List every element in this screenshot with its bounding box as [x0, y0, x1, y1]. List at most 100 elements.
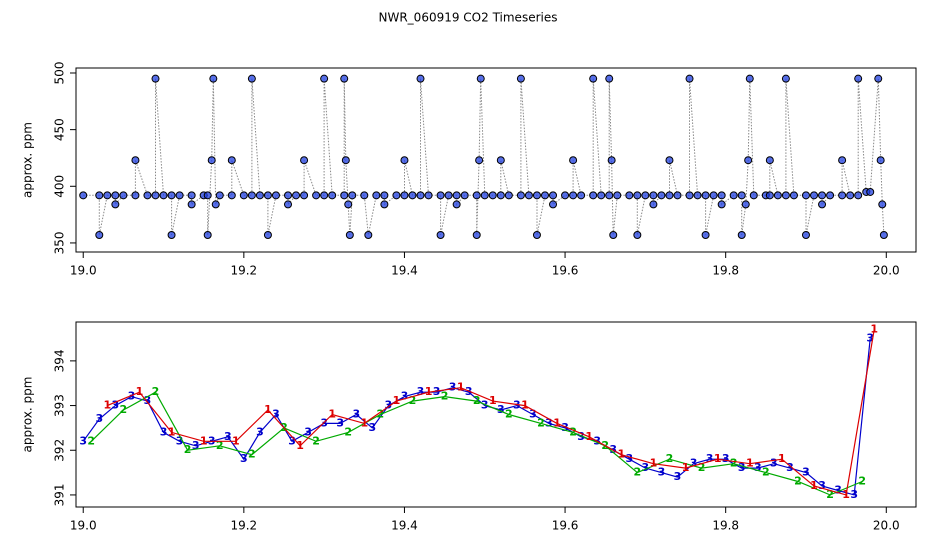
data-point — [532, 231, 541, 240]
point-marker: 1 — [682, 461, 690, 474]
point-marker: 3 — [674, 470, 682, 483]
point-marker: 2 — [152, 385, 160, 398]
point-marker: 2 — [441, 390, 449, 403]
point-marker: 3 — [850, 488, 858, 501]
data-point — [408, 191, 417, 200]
data-point — [657, 191, 666, 200]
x-tick-label: 19.0 — [70, 519, 97, 533]
y-tick-label: 350 — [53, 231, 67, 254]
point-marker: 1 — [810, 479, 818, 492]
y-tick-label: 500 — [53, 62, 67, 85]
point-marker: 3 — [529, 408, 537, 421]
data-point — [364, 231, 373, 240]
x-tick-label: 20.0 — [873, 264, 900, 278]
point-marker: 1 — [521, 399, 529, 412]
point-marker: 2 — [312, 434, 320, 447]
data-point — [328, 191, 337, 200]
point-marker: 2 — [377, 408, 385, 421]
point-marker: 3 — [240, 452, 248, 465]
data-point — [838, 156, 847, 165]
point-marker: 3 — [385, 399, 393, 412]
point-marker: 2 — [87, 434, 95, 447]
data-point — [400, 156, 409, 165]
data-point — [577, 191, 586, 200]
y-tick-label: 400 — [53, 175, 67, 198]
data-point — [765, 191, 774, 200]
data-point — [151, 74, 160, 83]
data-point — [605, 191, 614, 200]
point-marker: 3 — [754, 461, 762, 474]
point-marker: 2 — [762, 466, 770, 479]
data-point — [561, 191, 570, 200]
data-point — [187, 191, 196, 200]
point-marker: 2 — [537, 416, 545, 429]
data-point — [524, 191, 533, 200]
data-point — [111, 200, 120, 209]
data-point — [341, 156, 350, 165]
data-point — [480, 191, 489, 200]
data-point — [167, 231, 176, 240]
point-marker: 2 — [794, 475, 802, 488]
data-point — [119, 191, 128, 200]
data-point — [263, 191, 272, 200]
data-point — [633, 191, 642, 200]
point-marker: 1 — [232, 434, 240, 447]
plot-frame — [75, 321, 917, 508]
point-marker: 3 — [369, 421, 377, 434]
data-point — [744, 156, 753, 165]
point-marker: 3 — [112, 399, 120, 412]
series-line — [107, 329, 875, 496]
data-point — [826, 191, 835, 200]
x-tick-label: 19.8 — [712, 519, 739, 533]
data-point — [79, 191, 88, 200]
point-marker: 3 — [352, 408, 360, 421]
data-point — [879, 231, 888, 240]
point-marker: 3 — [176, 434, 184, 447]
point-marker: 1 — [489, 394, 497, 407]
x-tick-label: 19.0 — [70, 264, 97, 278]
data-point — [400, 191, 409, 200]
data-point — [838, 191, 847, 200]
data-point — [685, 191, 694, 200]
point-marker: 3 — [706, 452, 714, 465]
point-marker: 1 — [200, 434, 208, 447]
point-marker: 3 — [658, 466, 666, 479]
data-point — [569, 191, 578, 200]
point-marker: 3 — [144, 394, 152, 407]
point-marker: 2 — [248, 448, 256, 461]
y-tick-label: 450 — [53, 118, 67, 141]
point-marker: 3 — [304, 425, 312, 438]
data-point — [496, 191, 505, 200]
point-marker: 2 — [666, 452, 674, 465]
data-point — [665, 191, 674, 200]
data-point — [701, 231, 710, 240]
data-point — [846, 191, 855, 200]
x-tick-label: 19.6 — [552, 264, 579, 278]
data-point — [159, 191, 168, 200]
point-marker: 3 — [690, 457, 698, 470]
point-marker: 1 — [714, 452, 722, 465]
data-point — [95, 231, 104, 240]
data-point — [737, 191, 746, 200]
point-marker: 2 — [120, 403, 128, 416]
data-point — [693, 191, 702, 200]
point-marker: 1 — [650, 457, 658, 470]
data-point — [444, 191, 453, 200]
data-point — [649, 191, 658, 200]
data-point — [239, 191, 248, 200]
point-marker: 3 — [625, 452, 633, 465]
point-marker: 1 — [617, 448, 625, 461]
x-tick-label: 19.4 — [391, 519, 418, 533]
data-point — [876, 156, 885, 165]
y-tick-label: 392 — [53, 439, 67, 462]
data-point — [255, 191, 264, 200]
data-point — [854, 191, 863, 200]
data-point — [609, 231, 618, 240]
data-point — [472, 191, 481, 200]
plot-frame — [75, 67, 917, 253]
point-marker: 1 — [264, 403, 272, 416]
data-point — [271, 191, 280, 200]
y-tick-label: 391 — [53, 483, 67, 506]
point-marker: 3 — [192, 439, 200, 452]
data-point — [320, 74, 329, 83]
